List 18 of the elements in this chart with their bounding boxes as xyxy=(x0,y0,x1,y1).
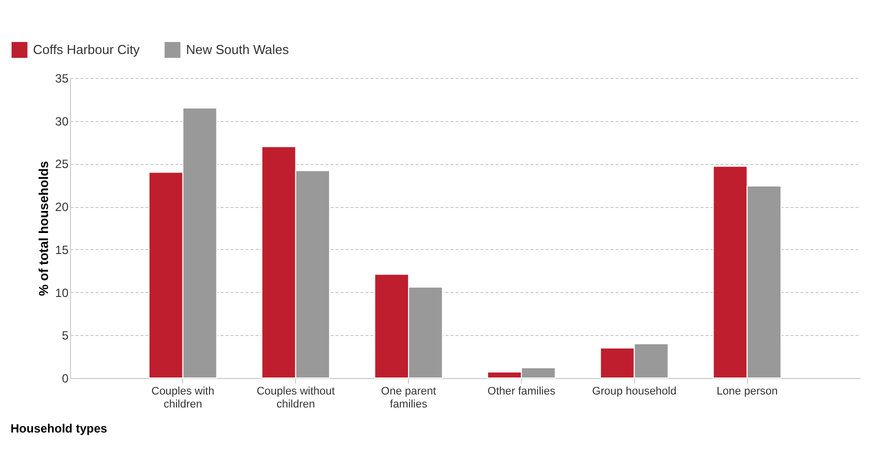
y-tick-label: 30 xyxy=(55,114,69,128)
legend-label: New South Wales xyxy=(186,42,290,57)
y-tick-label: 20 xyxy=(55,200,69,214)
y-tick-label: 25 xyxy=(55,157,69,172)
legend-label: Coffs Harbour City xyxy=(33,42,140,57)
y-tick-label: 35 xyxy=(55,72,69,86)
x-tick-label: Couples with children xyxy=(151,386,214,410)
x-tick-label: Other families xyxy=(488,386,556,398)
x-tick-label: One parent families xyxy=(381,386,436,410)
x-tick-label: Lone person xyxy=(716,386,778,398)
x-axis-title: Household types xyxy=(10,422,108,436)
y-tick-label: 15 xyxy=(55,242,69,257)
x-tick-label: Group household xyxy=(592,386,676,398)
y-tick-label: 10 xyxy=(55,286,69,300)
y-axis-title: % of total households xyxy=(36,160,52,296)
y-tick-label: 0 xyxy=(62,372,69,386)
y-tick-label: 5 xyxy=(62,328,69,343)
x-tick-label: Couples without children xyxy=(256,386,335,410)
